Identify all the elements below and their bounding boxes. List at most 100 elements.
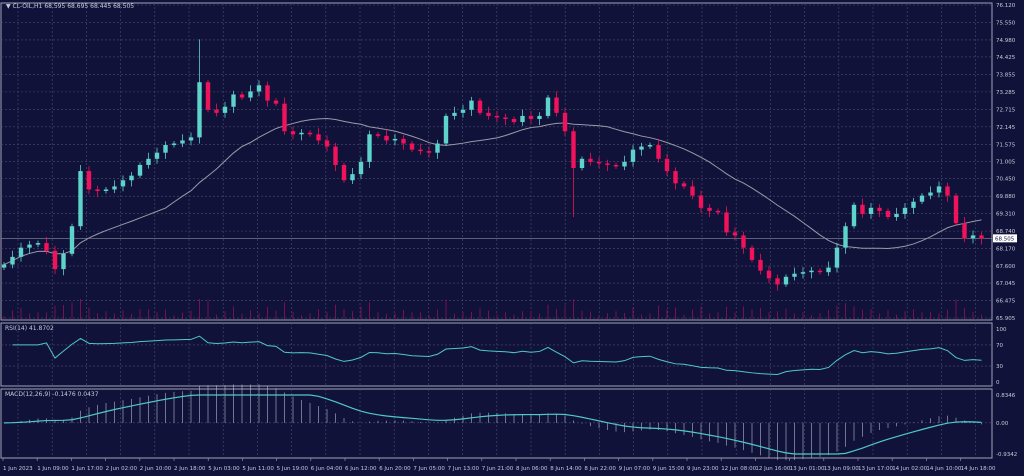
candle-bearish bbox=[214, 109, 219, 113]
low-value: 68.445 bbox=[90, 3, 112, 10]
candle-bearish bbox=[766, 270, 772, 279]
macd-panel-frame bbox=[0, 388, 993, 459]
time-axis-tick: 7 Jun 05:00 bbox=[413, 466, 445, 472]
candle-bullish bbox=[1, 264, 7, 268]
moving-average-line bbox=[3, 118, 982, 265]
candle-bullish bbox=[800, 272, 806, 274]
dropdown-triangle-icon[interactable]: ▼ bbox=[6, 3, 11, 10]
candle-bullish bbox=[171, 143, 177, 146]
candle-bearish bbox=[605, 163, 610, 165]
candle-bearish bbox=[307, 132, 313, 135]
price-axis-tick: 70.450 bbox=[996, 177, 1016, 183]
candle-bullish bbox=[137, 164, 143, 176]
time-axis-tick: 9 Jun 15:00 bbox=[653, 466, 685, 472]
candle-bullish bbox=[970, 235, 976, 239]
price-axis-tick: 69.310 bbox=[996, 212, 1016, 218]
candle-bearish bbox=[44, 243, 49, 251]
candle-bearish bbox=[95, 189, 100, 191]
price-axis-tick: 67.045 bbox=[996, 281, 1016, 287]
time-axis-tick: 9 Jun 07:00 bbox=[619, 466, 651, 472]
candle-bullish bbox=[188, 137, 194, 141]
rsi-axis-tick: 100 bbox=[996, 327, 1007, 333]
time-axis-tick: 13 Jun 09:00 bbox=[824, 466, 859, 472]
price-axis-tick: 73.855 bbox=[996, 72, 1016, 78]
candle-bullish bbox=[520, 115, 525, 123]
rsi-axis-tick: 30 bbox=[996, 364, 1003, 370]
candle-bullish bbox=[647, 145, 653, 147]
price-axis-tick: 73.285 bbox=[996, 90, 1016, 96]
candle-bullish bbox=[792, 273, 797, 277]
candle-bullish bbox=[622, 161, 627, 167]
current-price-tag bbox=[993, 234, 1017, 243]
close-value: 68.505 bbox=[113, 3, 135, 10]
current-price-label: 68.505 bbox=[995, 236, 1015, 242]
candle-bearish bbox=[715, 210, 721, 213]
candle-bullish bbox=[248, 91, 253, 98]
candle-bullish bbox=[10, 256, 15, 265]
candle-bullish bbox=[61, 253, 66, 270]
candle-bullish bbox=[579, 158, 585, 169]
price-axis-tick: 69.880 bbox=[996, 194, 1016, 200]
candle-bullish bbox=[928, 192, 933, 196]
time-axis-tick: 7 Jun 21:00 bbox=[482, 466, 514, 472]
rsi-line bbox=[12, 335, 982, 376]
candle-bullish bbox=[180, 140, 185, 144]
candle-bullish bbox=[27, 244, 32, 248]
candle-bullish bbox=[868, 207, 874, 214]
candle-bullish bbox=[826, 267, 831, 273]
open-value: 68.595 bbox=[44, 3, 66, 10]
price-axis-tick: 68.740 bbox=[996, 229, 1016, 235]
rsi-axis-tick: 0 bbox=[996, 380, 1000, 386]
candle-bullish bbox=[843, 226, 848, 248]
candle-bearish bbox=[273, 100, 279, 104]
candle-bearish bbox=[205, 82, 211, 110]
candle-bearish bbox=[775, 278, 780, 285]
candle-bullish bbox=[146, 158, 151, 165]
candle-bullish bbox=[392, 138, 398, 141]
candle-bearish bbox=[341, 164, 347, 181]
time-axis-tick: 13 Jun 17:00 bbox=[858, 466, 893, 472]
time-axis-tick: 5 Jun 11:00 bbox=[242, 466, 274, 472]
symbol-label: CL-OIL,H1 bbox=[12, 3, 43, 10]
candle-bearish bbox=[979, 235, 984, 239]
candle-bearish bbox=[494, 115, 500, 118]
time-axis-tick: 6 Jun 12:00 bbox=[345, 466, 377, 472]
price-axis-tick: 74.980 bbox=[996, 38, 1016, 44]
time-axis-tick: 14 Jun 18:00 bbox=[961, 466, 996, 472]
candle-bearish bbox=[562, 112, 568, 132]
candle-bullish bbox=[851, 204, 857, 227]
candle-bullish bbox=[809, 270, 814, 273]
macd-axis-tick: 0.8346 bbox=[996, 393, 1016, 399]
candle-bullish bbox=[460, 109, 466, 113]
candle-bearish bbox=[401, 138, 406, 144]
price-axis-tick: 72.145 bbox=[996, 125, 1016, 131]
candle-bearish bbox=[290, 131, 296, 135]
candle-bullish bbox=[78, 171, 83, 227]
candle-bearish bbox=[52, 250, 58, 270]
candle-bearish bbox=[239, 94, 245, 98]
candle-bullish bbox=[894, 213, 899, 218]
candle-bearish bbox=[282, 103, 287, 132]
time-axis-tick: 5 Jun 03:00 bbox=[208, 466, 240, 472]
candle-bearish bbox=[885, 210, 891, 218]
candle-bearish bbox=[528, 115, 534, 119]
candle-bullish bbox=[639, 146, 644, 150]
chart-header: ▼ CL-OIL,H1 68.595 68.695 68.445 68.505 bbox=[6, 3, 134, 10]
candle-bearish bbox=[877, 207, 882, 211]
candle-bullish bbox=[936, 186, 942, 193]
price-axis-tick: 74.425 bbox=[996, 55, 1016, 61]
candle-bullish bbox=[18, 247, 24, 257]
time-axis-tick: 12 Jun 16:00 bbox=[755, 466, 790, 472]
candle-bearish bbox=[749, 247, 755, 260]
candle-bullish bbox=[919, 195, 925, 202]
rsi-axis-tick: 70 bbox=[996, 343, 1003, 349]
macd-axis-tick: -0.9342 bbox=[996, 452, 1017, 458]
candle-bullish bbox=[367, 134, 372, 162]
price-axis-tick: 71.575 bbox=[996, 142, 1016, 148]
price-axis-tick: 66.475 bbox=[996, 299, 1016, 305]
candle-bearish bbox=[698, 195, 704, 208]
candle-bullish bbox=[452, 112, 457, 116]
candle-bearish bbox=[707, 207, 712, 211]
time-axis-tick: 9 Jun 23:00 bbox=[687, 466, 719, 472]
candle-bullish bbox=[69, 226, 75, 254]
